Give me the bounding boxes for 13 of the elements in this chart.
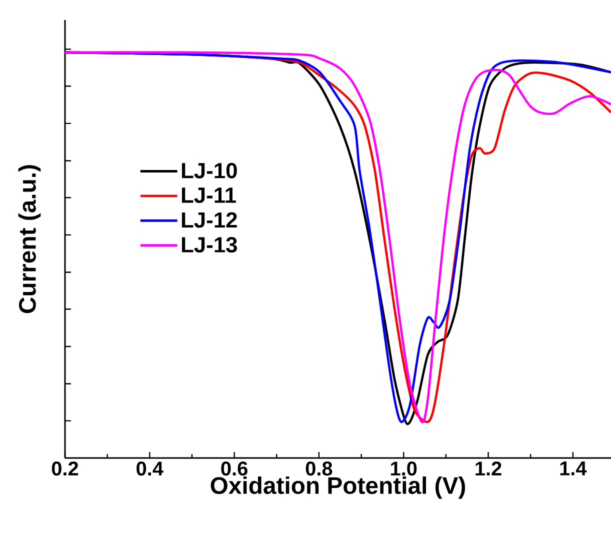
legend-label: LJ-12 <box>182 212 237 228</box>
legend-label: LJ-13 <box>182 236 237 253</box>
x-tick-label: 0.2 <box>52 462 78 476</box>
x-tick-label: 1.0 <box>391 462 417 476</box>
x-tick-label: 0.4 <box>136 462 164 476</box>
legend-label: LJ-11 <box>182 188 236 203</box>
x-axis-title: Oxidation Potential (V) <box>210 476 466 499</box>
x-tick-label: 1.4 <box>560 462 587 476</box>
x-tick-label: 0.6 <box>221 462 248 476</box>
x-tick-label: 1.2 <box>476 462 502 476</box>
x-tick-label: 0.8 <box>306 462 332 476</box>
y-axis-title: Current (a.u.) <box>18 165 41 314</box>
legend-label: LJ-10 <box>182 162 237 178</box>
